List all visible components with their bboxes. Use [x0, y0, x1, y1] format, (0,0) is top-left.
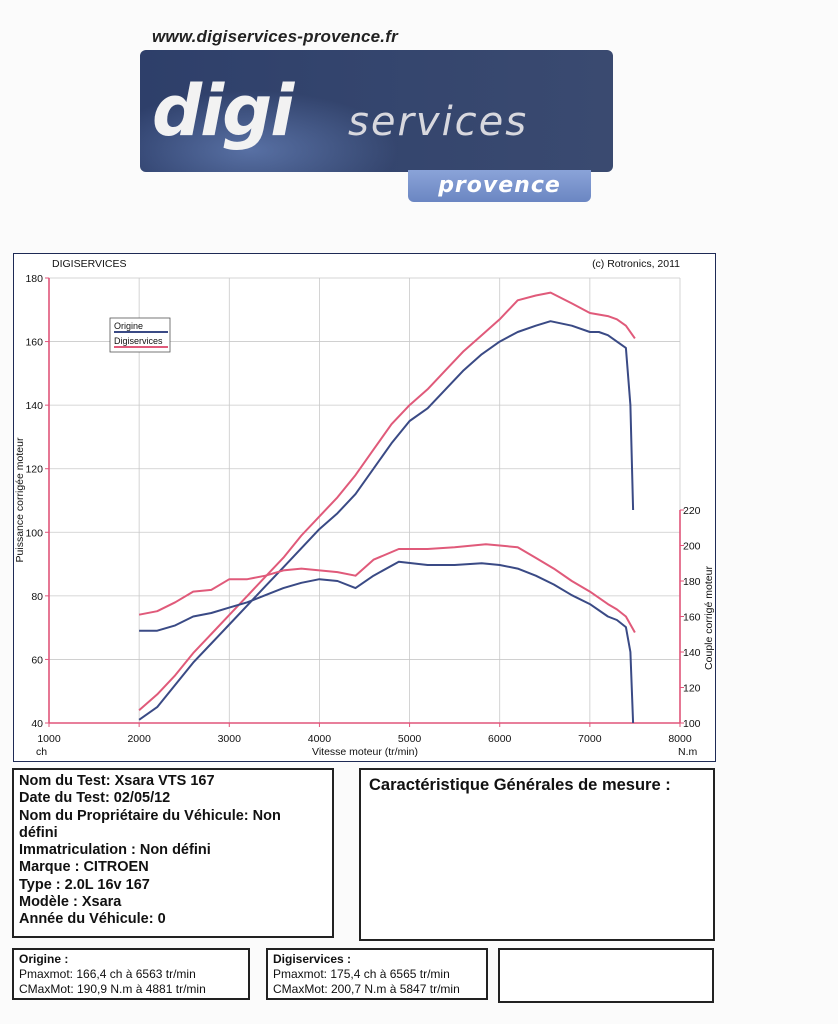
test-info-line: Nom du Propriétaire du Véhicule: Non: [19, 807, 281, 824]
x-tick-label: 4000: [308, 733, 332, 745]
chart-header-right: (c) Rotronics, 2011: [592, 258, 680, 270]
y-right-tick-label: 180: [683, 576, 701, 588]
general-characteristics-box: Caractéristique Générales de mesure :: [359, 768, 715, 941]
chart-header-left: DIGISERVICES: [52, 258, 127, 270]
y-left-tick-label: 180: [25, 273, 43, 285]
series-line-origine-power: [138, 320, 635, 721]
y-right-tick-label: 100: [683, 718, 701, 730]
digiservices-results-box: Digiservices : Pmaxmot: 175,4 ch à 6565 …: [266, 948, 488, 1000]
test-info-line: Modèle : Xsara: [19, 894, 122, 911]
test-info-line: Date du Test: 02/05/12: [19, 790, 171, 807]
x-tick-label: 8000: [668, 733, 692, 745]
y-left-tick-label: 100: [25, 527, 43, 539]
y-left-tick-label: 140: [25, 400, 43, 412]
series-line-digiservices-torque: [138, 543, 636, 633]
series-line-origine-torque: [139, 560, 635, 724]
digiservices-cmax: CMaxMot: 200,7 N.m à 5847 tr/min: [273, 982, 460, 996]
y-left-tick-label: 120: [25, 464, 43, 476]
x-tick-label: 6000: [488, 733, 512, 745]
x-tick-label: 2000: [127, 733, 151, 745]
y-right-axis-label: Couple corrigé moteur: [703, 566, 715, 670]
y-right-tick-label: 220: [683, 505, 701, 517]
website-url: www.digiservices-provence.fr: [152, 27, 398, 46]
test-info-line: Année du Véhicule: 0: [19, 911, 166, 928]
legend-entry-label: Origine: [114, 321, 143, 331]
test-info-line: Type : 2.0L 16v 167: [19, 876, 150, 893]
y-left-tick-label: 160: [25, 337, 43, 349]
empty-results-box: [498, 948, 714, 1003]
y-left-axis-label: Puissance corrigée moteur: [14, 437, 26, 562]
series-line-digiservices-power: [138, 291, 636, 712]
x-tick-label: 7000: [578, 733, 602, 745]
y-left-tick-label: 80: [31, 591, 43, 603]
origine-pmax: Pmaxmot: 166,4 ch à 6563 tr/min: [19, 967, 196, 981]
y-right-tick-label: 120: [683, 683, 701, 695]
test-info-box: Nom du Test: Xsara VTS 167 Date du Test: …: [12, 768, 334, 938]
test-info-line: Nom du Test: Xsara VTS 167: [19, 773, 215, 789]
x-tick-label: 5000: [398, 733, 422, 745]
y-right-tick-label: 200: [683, 541, 701, 553]
logo-provence-tab: provence: [408, 170, 591, 202]
origine-results-title: Origine :: [19, 952, 69, 966]
x-unit-label: ch: [36, 746, 47, 758]
dyno-chart: DIGISERVICES (c) Rotronics, 2011 40 60 80 100…: [14, 258, 715, 758]
origine-results-box: Origine : Pmaxmot: 166,4 ch à 6563 tr/mi…: [12, 948, 250, 1000]
y-right-unit-label: N.m: [678, 746, 698, 758]
x-tick-label: 3000: [218, 733, 242, 745]
test-info-line: Immatriculation : Non défini: [19, 842, 211, 859]
x-axis-label: Vitesse moteur (tr/min): [312, 746, 418, 758]
digiservices-pmax: Pmaxmot: 175,4 ch à 6565 tr/min: [273, 967, 450, 981]
y-left-tick-label: 40: [31, 718, 43, 730]
logo-secondary-text: services: [348, 99, 529, 145]
digiservices-logo: digi services: [140, 50, 613, 172]
logo-main-text: digi: [152, 70, 294, 152]
test-info-line: défini: [19, 824, 58, 841]
y-right-tick-label: 140: [683, 647, 701, 659]
legend-entry-label: Digiservices: [114, 336, 163, 346]
y-left-tick-label: 60: [31, 654, 43, 666]
x-tick-label: 1000: [37, 733, 61, 745]
general-characteristics-title: Caractéristique Générales de mesure :: [369, 776, 671, 794]
origine-cmax: CMaxMot: 190,9 N.m à 4881 tr/min: [19, 982, 206, 996]
digiservices-results-title: Digiservices :: [273, 952, 352, 966]
test-info-line: Marque : CITROEN: [19, 859, 149, 876]
y-right-tick-label: 160: [683, 612, 701, 624]
